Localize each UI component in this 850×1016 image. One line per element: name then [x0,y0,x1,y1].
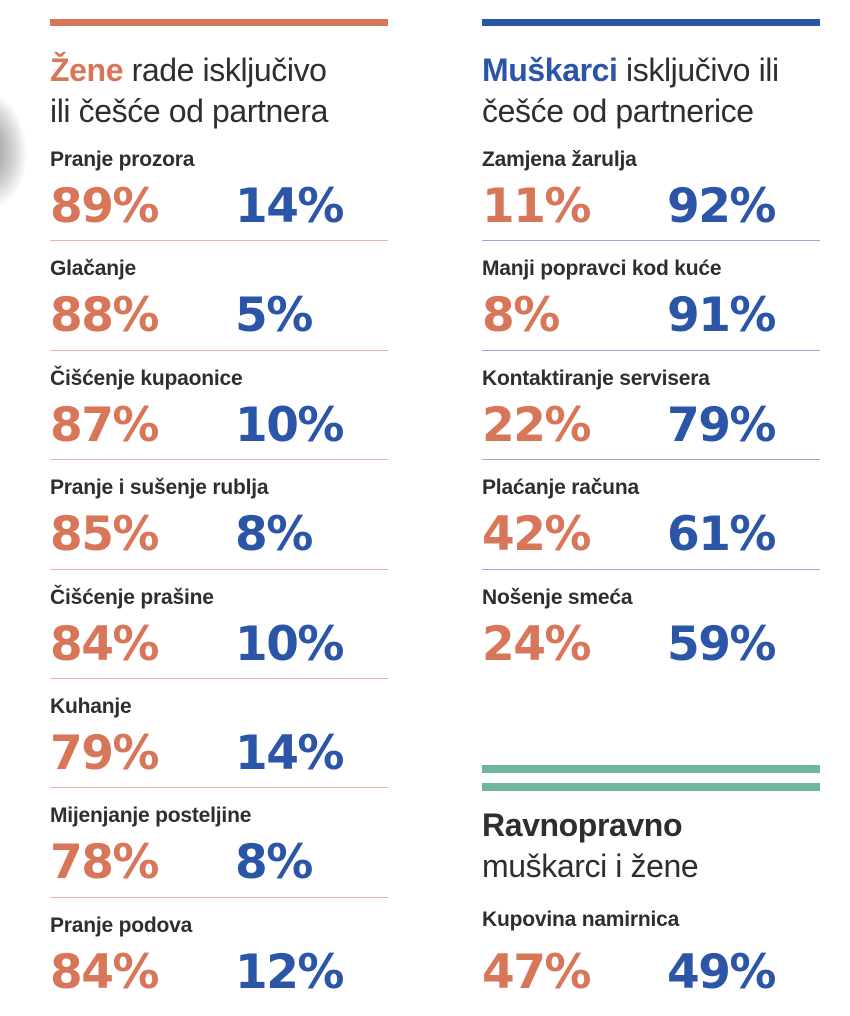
men-value: 5% [235,288,313,344]
equal-section-title: Ravnopravno muškarci i žene [482,805,820,887]
task-values: 8% 91% [482,288,820,344]
women-value: 24% [482,616,592,672]
task-row: Pranje i sušenje rublja 85% 8% [50,460,388,570]
women-title-rest: rade isključivo [131,52,327,88]
men-task-list: Zamjena žarulja 11% 92% Manji popravci k… [482,132,820,679]
men-value: 49% [667,944,777,1000]
women-column: Žene rade isključivo ili češće od partne… [50,0,388,1007]
equal-accent-bar [482,764,820,773]
task-values: 84% 12% [50,945,388,1001]
task-label: Kupovina namirnica [482,907,680,931]
task-label: Kontaktiranje servisera [482,366,710,390]
task-label: Pranje podova [50,913,193,937]
task-label: Pranje i sušenje rublja [50,476,269,500]
men-value: 8% [235,835,313,891]
task-row: Kontaktiranje servisera 22% 79% [482,351,820,461]
women-value: 79% [50,725,160,781]
task-values: 89% 14% [50,179,388,235]
task-row: Zamjena žarulja 11% 92% [482,132,820,242]
task-values: 24% 59% [482,617,820,673]
women-value: 85% [50,507,160,563]
task-row: Kuhanje 79% 14% [50,679,388,789]
women-value: 47% [482,944,592,1000]
women-title-highlight: Žene [50,52,124,88]
task-label: Kuhanje [50,694,132,718]
task-row: Pranje podova 84% 12% [50,898,388,1007]
task-values: 11% 92% [482,179,820,235]
task-row: Nošenje smeća 24% 59% [482,570,820,679]
women-value: 22% [482,397,592,453]
men-value: 10% [235,397,345,453]
women-value: 84% [50,944,160,1000]
task-row: Čišćenje prašine 84% 10% [50,570,388,679]
men-title-highlight: Muškarci [482,52,618,88]
men-value: 92% [667,179,777,234]
task-values: 42% 61% [482,507,820,563]
women-value: 78% [50,835,160,891]
task-label: Glačanje [50,257,136,281]
task-row: Glačanje 88% 5% [50,241,388,351]
men-title-line2: češće od partnerice [482,93,754,129]
task-label: Nošenje smeća [482,585,633,609]
task-row: Mijenjanje posteljine 78% 8% [50,788,388,898]
task-label: Plaćanje računa [482,476,639,500]
women-task-list: Pranje prozora 89% 14% Glačanje 88% 5% Č… [50,132,388,1007]
men-value: 14% [235,179,345,234]
men-value: 59% [667,616,777,672]
task-row: Pranje prozora 89% 14% [50,132,388,242]
men-column-title: Muškarci isključivo ili češće od partner… [482,50,820,132]
men-value: 79% [667,397,777,453]
women-accent-bar [50,19,388,26]
task-values: 78% 8% [50,835,388,891]
task-values: 79% 14% [50,726,388,782]
women-value: 88% [50,288,160,344]
men-value: 91% [667,288,777,344]
task-label: Manji popravci kod kuće [482,257,722,281]
task-label: Zamjena žarulja [482,148,637,171]
women-column-title: Žene rade isključivo ili češće od partne… [50,50,388,132]
women-value: 87% [50,397,160,453]
task-values: 85% 8% [50,507,388,563]
men-value: 8% [235,507,313,563]
page-curl-shadow [0,80,55,238]
women-value: 42% [482,507,592,563]
task-label: Mijenjanje posteljine [50,804,252,828]
task-values: 88% 5% [50,288,388,344]
women-value: 8% [482,288,560,344]
task-label: Pranje prozora [50,148,195,171]
task-row: Plaćanje računa 42% 61% [482,460,820,570]
men-value: 61% [667,507,777,563]
men-title-rest: isključivo ili [626,52,779,88]
equal-accent-bar [482,782,820,791]
equal-title-line1: Ravnopravno [482,806,683,843]
women-title-line2: ili češće od partnera [50,93,328,129]
task-values: 84% 10% [50,617,388,673]
women-value: 89% [50,179,160,234]
women-value: 84% [50,616,160,672]
task-values: 47% 49% [482,945,820,1001]
task-label: Čišćenje prašine [50,585,214,609]
task-row: Manji popravci kod kuće 8% 91% [482,241,820,351]
women-value: 11% [482,179,592,234]
equal-section-accent-bars [482,764,820,791]
equal-title-line2: muškarci i žene [482,847,699,884]
men-value: 14% [235,725,345,781]
task-values: 22% 79% [482,398,820,454]
men-column: Muškarci isključivo ili češće od partner… [482,0,820,1000]
men-value: 10% [235,616,345,672]
task-label: Čišćenje kupaonice [50,366,243,390]
men-value: 12% [235,944,345,1000]
task-values: 87% 10% [50,398,388,454]
task-row: Čišćenje kupaonice 87% 10% [50,351,388,461]
task-row: Kupovina namirnica 47% 49% [482,887,820,1000]
men-accent-bar [482,19,820,26]
